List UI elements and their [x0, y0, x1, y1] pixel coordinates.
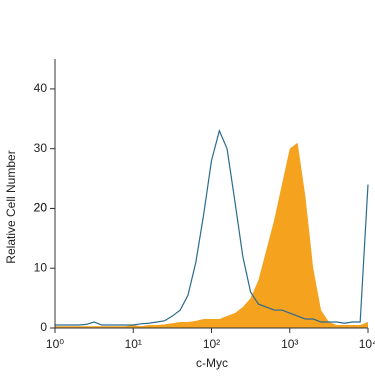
area [55, 142, 368, 328]
x-tick-label: 10⁰ [46, 337, 64, 351]
y-tick-label: 40 [34, 81, 48, 95]
x-tick-label: 10¹ [125, 337, 142, 351]
y-tick-label: 20 [34, 201, 48, 215]
y-tick-label: 20 [34, 201, 48, 215]
x-axis-label: c-Myc [196, 356, 228, 370]
y-axis-label: Relative Cell Number [4, 150, 18, 263]
x-tick-label: 10³ [281, 337, 298, 351]
x-tick-label: 10² [203, 337, 220, 351]
y-tick-label: 30 [34, 141, 48, 155]
outline [55, 128, 369, 326]
y-tick-label: 10 [34, 260, 48, 274]
x-tick-label: 10⁴ [359, 337, 375, 351]
y-tick-label: 0 [40, 320, 47, 334]
